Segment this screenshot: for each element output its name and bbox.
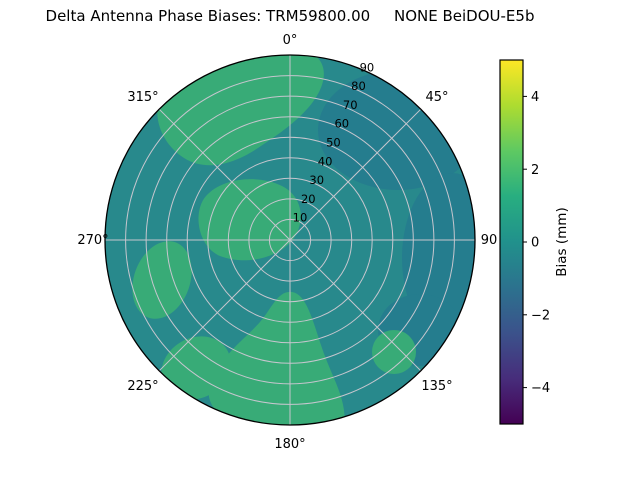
grid-spoke-315 bbox=[158, 108, 291, 241]
grid-spoke-225 bbox=[158, 239, 291, 372]
grid-spoke-135 bbox=[289, 239, 422, 372]
colorbar-tick-labels: 4 2 0 −2 −4 bbox=[531, 90, 550, 396]
colorbar: 4 2 0 −2 −4 Bias (mm) bbox=[499, 59, 570, 425]
radial-tick-label: 10 bbox=[293, 211, 308, 225]
azimuth-label-90: 90 bbox=[481, 233, 498, 248]
colorbar-tick-label: −4 bbox=[531, 381, 550, 396]
radial-tick-label: 90 bbox=[360, 60, 375, 74]
chart-title: Delta Antenna Phase Biases: TRM59800.00 … bbox=[45, 7, 535, 25]
radial-tick-label: 60 bbox=[334, 117, 349, 131]
azimuth-label-135: 135° bbox=[421, 379, 452, 394]
polar-outline bbox=[104, 54, 476, 426]
radial-tick-label: 30 bbox=[309, 173, 324, 187]
colorbar-tick-label: −2 bbox=[531, 308, 550, 323]
colorbar-tick-label: 2 bbox=[531, 163, 539, 178]
azimuth-label-225: 225° bbox=[127, 379, 158, 394]
colorbar-tick-label: 0 bbox=[531, 236, 539, 251]
heatmap-green-region-bottom bbox=[208, 291, 345, 425]
radial-tick-label: 70 bbox=[343, 98, 358, 112]
polar-grid bbox=[105, 55, 475, 425]
colorbar-axis-label: Bias (mm) bbox=[554, 207, 570, 276]
grid-spoke-45 bbox=[289, 108, 422, 241]
azimuth-label-270: 270° bbox=[77, 233, 108, 248]
azimuth-label-45: 45° bbox=[425, 90, 448, 105]
radial-tick-label: 40 bbox=[318, 154, 333, 168]
heatmap-green-region-bottom-left bbox=[161, 336, 231, 400]
azimuth-tick-labels: 0° 45° 90 135° 180° 225° 270° 315° bbox=[77, 33, 497, 452]
radial-tick-label: 50 bbox=[326, 136, 341, 150]
radial-tick-labels: 10 20 30 40 50 60 70 80 90 bbox=[293, 60, 375, 224]
azimuth-label-180: 180° bbox=[274, 437, 305, 452]
heatmap-green-region-bottom-right bbox=[372, 330, 416, 374]
colorbar-gradient bbox=[499, 59, 524, 425]
colorbar-tick-label: 4 bbox=[531, 90, 539, 105]
azimuth-label-0: 0° bbox=[283, 33, 298, 48]
azimuth-label-315: 315° bbox=[127, 90, 158, 105]
colorbar-ticks bbox=[523, 95, 527, 389]
radial-tick-label: 20 bbox=[301, 192, 316, 206]
radial-tick-label: 80 bbox=[351, 79, 366, 93]
